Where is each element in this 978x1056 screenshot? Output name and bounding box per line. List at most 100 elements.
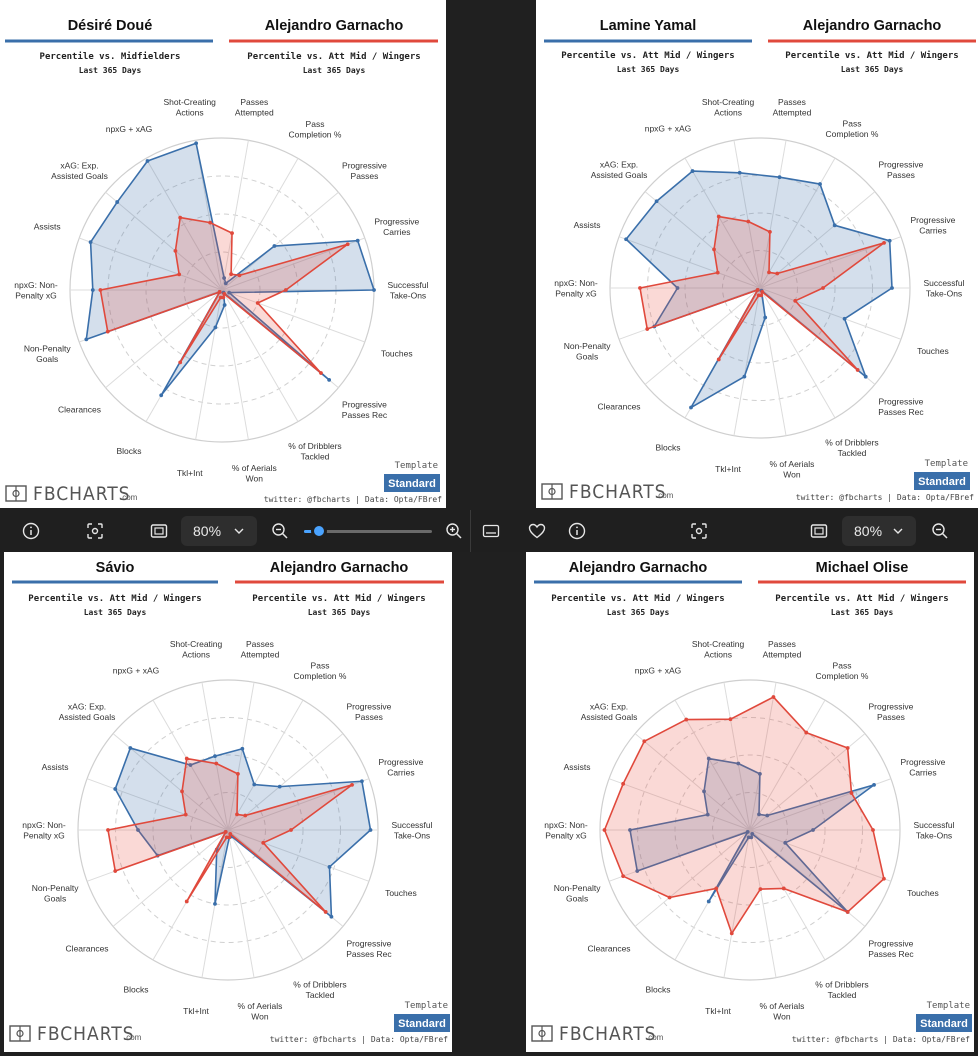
axis-label-xag-exp-assisted-goals: xAG: Exp. Assisted Goals [591, 160, 648, 181]
axis-label-successful-take-ons: Successful Take-Ons [923, 278, 964, 299]
series-point-lamine-yamal [832, 223, 837, 228]
series-point-alejandro-garnacho [767, 229, 772, 234]
period-label: Last 365 Days [308, 608, 371, 617]
axis-label-touches: Touches [907, 888, 939, 898]
axis-label-line: Blocks [645, 984, 670, 994]
percentile-subtitle: Percentile vs. Att Mid / Wingers [252, 593, 425, 604]
series-point-michael-olise [871, 828, 875, 832]
series-point-lamine-yamal [654, 199, 659, 204]
series-point-alejandro-garnacho [756, 293, 761, 298]
series-point-alejandro-garnacho [184, 756, 189, 761]
template-label: Template [925, 459, 968, 469]
axis-label-line: Assisted Goals [581, 712, 638, 722]
series-point-alejandro-garnacho [765, 813, 770, 818]
standard-template-button-label: Standard [388, 478, 436, 490]
series-point-s-vio [113, 787, 118, 791]
axis-label-line: Assisted Goals [51, 171, 108, 181]
zoom-select-right[interactable]: 80% [842, 516, 916, 546]
radar-spoke [112, 733, 229, 831]
axis-label-pass-completion: Pass Completion % [294, 661, 347, 682]
series-point-alejandro-garnacho [113, 869, 118, 873]
fbcharts-logo-suffix: .com [120, 493, 138, 502]
series-point-d-sir-dou [222, 303, 227, 307]
axis-label-blocks: Blocks [645, 984, 670, 994]
series-point-alejandro-garnacho [178, 360, 183, 365]
axis-label-of-aerials-won: % of Aerials Won [770, 459, 815, 480]
axis-label-line: Clearances [588, 943, 631, 953]
axis-label-line: Shot-Creating [163, 97, 216, 107]
axis-label-line: npxG: Non- [554, 278, 598, 288]
player-name: Lamine Yamal [600, 18, 696, 34]
player-name: Alejandro Garnacho [265, 18, 404, 34]
axis-label-progressive-passes: Progressive Passes [342, 160, 387, 181]
fit-screen-button[interactable] [144, 510, 174, 552]
radar-spoke [644, 191, 761, 289]
axis-label-progressive-passes: Progressive Passes [879, 160, 924, 181]
favorite-button[interactable] [522, 510, 552, 552]
fit-screen-button-right[interactable] [804, 510, 834, 552]
series-point-s-vio [327, 865, 332, 869]
axis-label-tkl-int: Tkl+Int [705, 1006, 731, 1016]
data-credit: twitter: @fbcharts | Data: Opta/FBref [264, 495, 442, 504]
series-point-alejandro-garnacho [746, 219, 751, 224]
data-credit: twitter: @fbcharts | Data: Opta/FBref [796, 493, 974, 502]
series-point-alejandro-garnacho [645, 327, 650, 331]
axis-label-npxg-xag: npxG + xAG [113, 666, 160, 676]
series-point-alejandro-garnacho [767, 270, 771, 275]
axis-label-line: Goals [576, 351, 598, 361]
axis-label-line: Blocks [116, 446, 141, 456]
axis-label-line: Assists [42, 762, 69, 772]
series-point-d-sir-dou [88, 240, 93, 245]
zoom-out-button-right[interactable] [926, 510, 954, 552]
zoom-slider-handle[interactable] [311, 523, 328, 539]
zoom-in-button[interactable] [440, 510, 468, 552]
subtitle-button[interactable] [476, 510, 506, 552]
series-point-alejandro-garnacho [716, 357, 721, 362]
axis-label-line: Assists [34, 221, 61, 231]
axis-label-line: Carries [383, 227, 410, 237]
template-label: Template [405, 1001, 448, 1011]
axis-label-line: Tackled [301, 452, 330, 462]
axis-label-line: Actions [182, 649, 210, 659]
axis-label-line: Take-Ons [394, 831, 430, 841]
series-point-alejandro-garnacho [208, 220, 213, 225]
axis-label-line: Passes [768, 639, 796, 649]
zoom-slider-track[interactable] [304, 530, 432, 533]
face-scan-button-right[interactable] [684, 510, 714, 552]
axis-label-pass-completion: Pass Completion % [289, 119, 342, 140]
radar-spoke [227, 829, 304, 961]
radar-spoke [221, 289, 249, 440]
radar-spoke [86, 778, 229, 831]
series-point-lamine-yamal [890, 286, 894, 290]
series-point-michael-olise [714, 886, 719, 891]
axis-label-line: Tkl+Int [705, 1006, 731, 1016]
series-point-alejandro-garnacho [178, 215, 183, 220]
info-button-right[interactable] [562, 510, 592, 552]
face-scan-button[interactable] [80, 510, 110, 552]
axis-label-shot-creating-actions: Shot-Creating Actions [170, 639, 223, 660]
series-point-michael-olise [845, 746, 850, 750]
zoom-select-left[interactable]: 80% [181, 516, 257, 546]
axis-label-line: Clearances [58, 405, 101, 415]
axis-label-line: Pass [311, 661, 330, 671]
axis-label-line: npxG + xAG [113, 666, 160, 676]
period-label: Last 365 Days [607, 608, 670, 617]
axis-label-line: Progressive [347, 702, 392, 712]
axis-label-line: Non-Penalty [32, 883, 80, 893]
axis-label-line: Successful [923, 278, 964, 288]
axis-label-assists: Assists [34, 221, 61, 231]
series-point-alejandro-garnacho [214, 761, 219, 766]
series-point-alejandro-garnacho [173, 249, 178, 253]
axis-label-line: Passes Rec [342, 410, 388, 420]
series-point-d-sir-dou [222, 276, 227, 280]
zoom-out-button[interactable] [266, 510, 294, 552]
series-point-d-sir-dou [223, 281, 228, 286]
radar-spoke [759, 287, 836, 419]
axis-label-assists: Assists [42, 762, 69, 772]
axis-label-clearances: Clearances [588, 943, 631, 953]
info-button[interactable] [16, 510, 46, 552]
axis-label-line: Passes Rec [868, 949, 914, 959]
axis-label-npxg-xag: npxG + xAG [635, 666, 682, 676]
axis-label-line: Passes [351, 171, 379, 181]
axis-label-line: Progressive [900, 757, 945, 767]
